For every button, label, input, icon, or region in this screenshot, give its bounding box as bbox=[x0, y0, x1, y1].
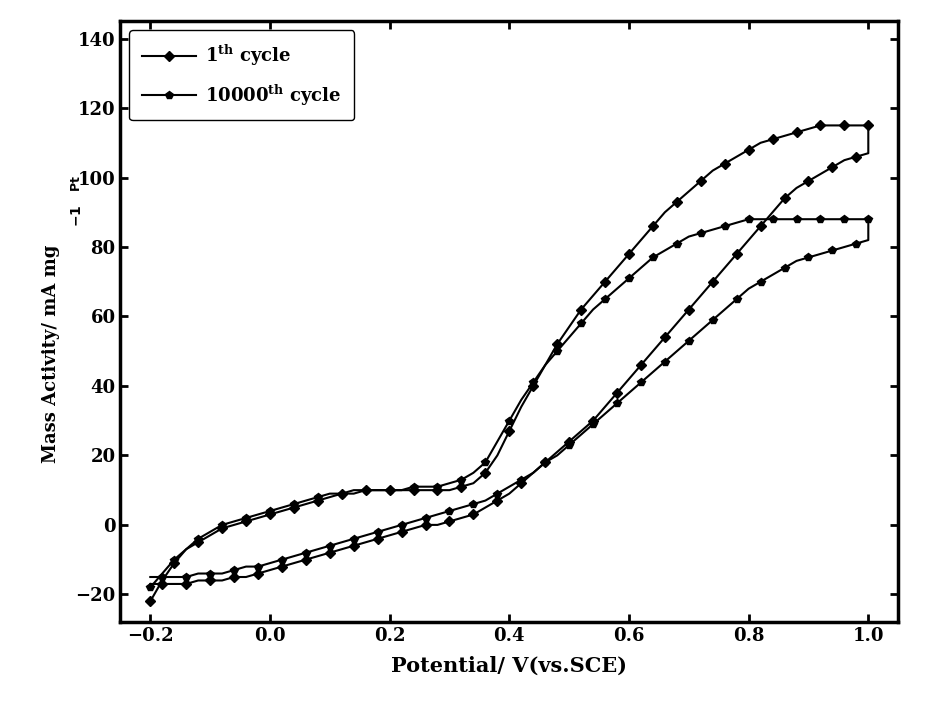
Line: 1$\mathregular{^{th}}$ cycle: 1$\mathregular{^{th}}$ cycle bbox=[146, 122, 872, 605]
10000$\mathregular{^{th}}$ cycle bbox=[791, 257, 802, 265]
Text: $\mathbf{-1}$: $\mathbf{-1}$ bbox=[69, 204, 84, 227]
1$\mathregular{^{th}}$ cycle bbox=[611, 264, 622, 272]
1$\mathregular{^{th}}$ cycle bbox=[144, 580, 156, 588]
1$\mathregular{^{th}}$ cycle bbox=[659, 333, 670, 341]
1$\mathregular{^{th}}$ cycle bbox=[181, 580, 192, 588]
10000$\mathregular{^{th}}$ cycle bbox=[181, 573, 192, 581]
X-axis label: Potential/ V(vs.SCE): Potential/ V(vs.SCE) bbox=[392, 656, 627, 676]
10000$\mathregular{^{th}}$ cycle bbox=[611, 284, 622, 293]
10000$\mathregular{^{th}}$ cycle bbox=[480, 458, 491, 467]
1$\mathregular{^{th}}$ cycle bbox=[241, 573, 252, 581]
10000$\mathregular{^{th}}$ cycle bbox=[659, 358, 670, 366]
1$\mathregular{^{th}}$ cycle bbox=[480, 469, 491, 477]
Legend: 1$\mathregular{^{th}}$ cycle, 10000$\mathregular{^{th}}$ cycle: 1$\mathregular{^{th}}$ cycle, 10000$\mat… bbox=[130, 30, 355, 120]
Y-axis label: Mass Activity/ mA mg$^{-1}$: Mass Activity/ mA mg$^{-1}$ bbox=[0, 706, 1, 707]
10000$\mathregular{^{th}}$ cycle bbox=[144, 583, 156, 592]
10000$\mathregular{^{th}}$ cycle bbox=[743, 215, 754, 223]
Text: Mass Activity/ mA mg: Mass Activity/ mA mg bbox=[42, 245, 60, 462]
10000$\mathregular{^{th}}$ cycle bbox=[241, 562, 252, 571]
1$\mathregular{^{th}}$ cycle bbox=[791, 184, 802, 192]
Text: $\mathbf{Pt}$: $\mathbf{Pt}$ bbox=[70, 175, 83, 192]
10000$\mathregular{^{th}}$ cycle bbox=[144, 573, 156, 581]
1$\mathregular{^{th}}$ cycle bbox=[144, 597, 156, 606]
Line: 10000$\mathregular{^{th}}$ cycle: 10000$\mathregular{^{th}}$ cycle bbox=[146, 215, 872, 592]
1$\mathregular{^{th}}$ cycle bbox=[815, 121, 826, 129]
